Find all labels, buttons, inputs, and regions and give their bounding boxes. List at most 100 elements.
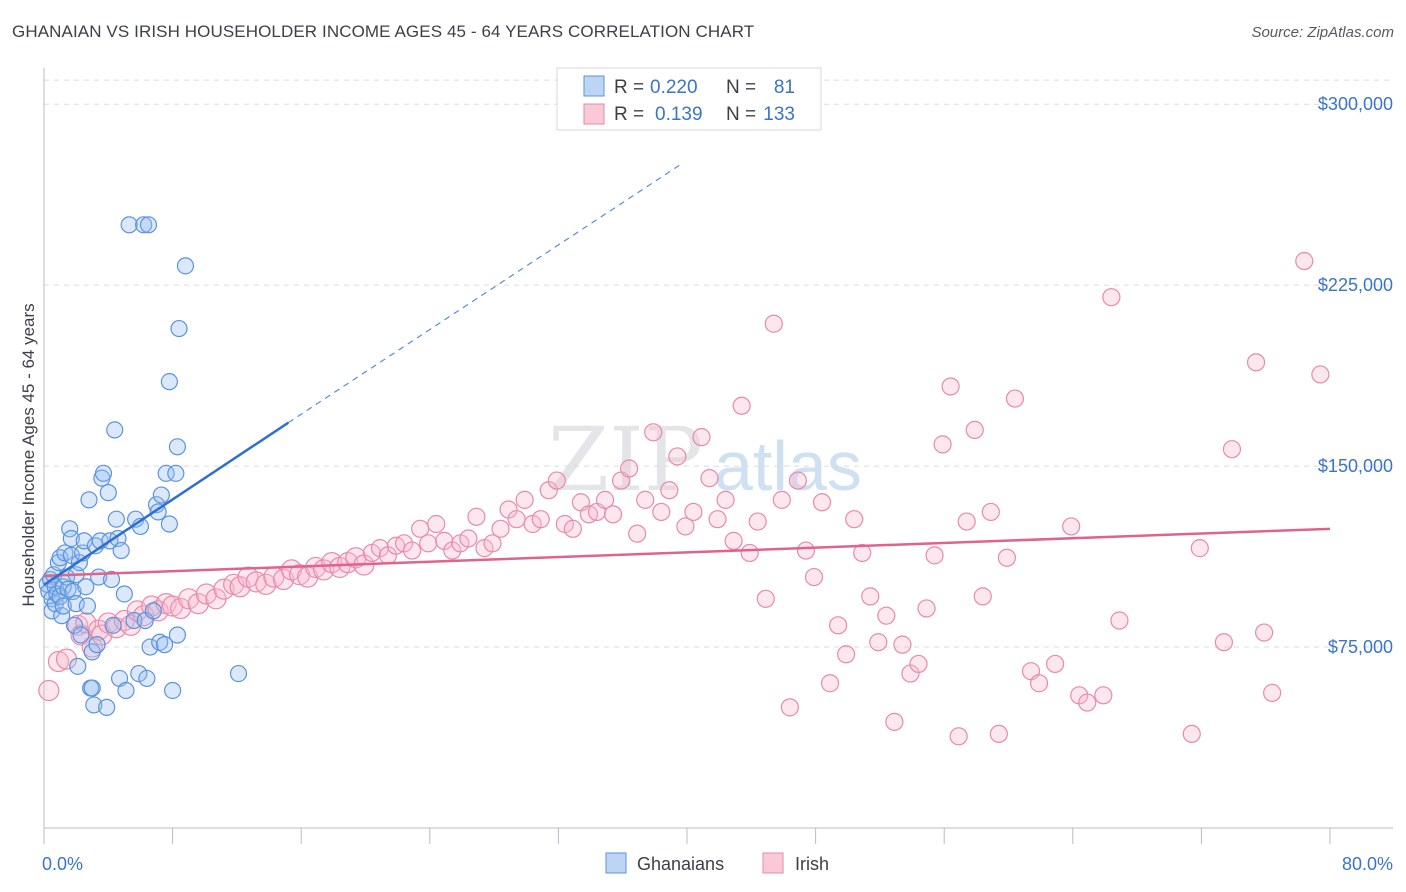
ghanaian-point [141, 638, 159, 656]
irish-point [515, 490, 534, 509]
irish-point [563, 519, 582, 538]
irish-point [1295, 251, 1314, 271]
legend-r-label-ghanaians: R = [614, 77, 644, 98]
irish-point [845, 510, 864, 529]
irish-point [345, 547, 367, 569]
axes [43, 68, 1393, 844]
ghanaian-point [65, 616, 84, 634]
irish-point [804, 567, 824, 587]
irish-point [668, 447, 687, 466]
irish-point [716, 490, 735, 509]
ghanaian-point [164, 681, 182, 700]
irish-point [989, 724, 1008, 744]
irish-point [1222, 440, 1242, 459]
irish-point [1078, 693, 1097, 712]
irish-point [885, 712, 904, 731]
irish-point [812, 493, 832, 512]
ghanaian-point [54, 597, 72, 615]
ghanaian-point [104, 616, 122, 634]
irish-point [820, 674, 840, 693]
irish-point [676, 517, 695, 536]
ghanaian-point [135, 216, 153, 234]
x-tick-label-max: 80.0% [1342, 854, 1393, 874]
irish-point [708, 510, 727, 529]
ghanaian-point [107, 510, 125, 528]
legend-n-value-irish: 133 [763, 104, 795, 125]
irish-point [861, 587, 880, 606]
bottom-legend-swatch-ghanaians [605, 852, 627, 874]
irish-point [764, 314, 783, 333]
irish-point [917, 599, 936, 618]
x-tick-label-min: 0.0% [42, 854, 83, 874]
irish-point [47, 650, 70, 673]
series-legend: Ghanaians Irish [605, 852, 829, 874]
irish-point [829, 616, 848, 635]
gridlines [44, 79, 1393, 648]
ghanaian-point [85, 696, 103, 714]
ghanaian-point [152, 486, 170, 504]
bottom-legend-swatch-irish [762, 852, 784, 874]
irish-point [724, 531, 743, 550]
irish-point [1190, 539, 1209, 558]
irish-point [459, 529, 478, 548]
legend-swatch-irish [583, 103, 605, 125]
ghanaian-point [88, 636, 106, 654]
irish-point [55, 648, 78, 670]
irish-point [869, 633, 888, 652]
irish-point [981, 502, 1000, 522]
irish-point [507, 510, 526, 529]
irish-point [837, 645, 856, 664]
irish-point [756, 589, 775, 608]
irish-point [933, 435, 952, 454]
irish-point [491, 519, 510, 538]
ghanaian-point [54, 578, 72, 596]
irish-point [1102, 288, 1121, 307]
y-axis-label: Householder Income Ages 45 - 64 years [19, 303, 38, 606]
irish-point [1005, 389, 1025, 408]
ghanaian-point [170, 319, 188, 338]
ghanaian-point [77, 578, 95, 596]
y-tick-label: $150,000 [1318, 456, 1393, 476]
legend-r-value-irish: 0.139 [655, 104, 703, 125]
irish-point [1029, 674, 1049, 693]
chart-title: GHANAIAN VS IRISH HOUSEHOLDER INCOME AGE… [12, 22, 755, 41]
ghanaian-point [102, 570, 121, 589]
irish-point [1263, 683, 1282, 702]
irish-point [748, 512, 767, 531]
irish-point [178, 588, 200, 610]
ghanaian-point [62, 529, 80, 548]
y-tick-label: $75,000 [1328, 637, 1393, 657]
y-tick-labels: $75,000 $150,000 $225,000 $300,000 [1318, 94, 1393, 657]
ghanaian-point [149, 503, 167, 521]
legend-swatch-ghanaians [583, 75, 605, 97]
legend-n-label-irish: N = [726, 104, 756, 125]
irish-point [213, 578, 235, 600]
irish-point [531, 510, 550, 529]
ghanaian-point [72, 626, 90, 644]
irish-point [595, 490, 615, 509]
ghanaian-trend-line [43, 421, 290, 586]
irish-point [1182, 724, 1201, 744]
ghanaian-point [83, 679, 101, 697]
irish-point [780, 698, 799, 717]
ghanaian-point [167, 464, 185, 482]
ghanaian-point [168, 626, 187, 644]
irish-point [965, 420, 984, 440]
ghanaian-point [151, 633, 169, 651]
irish-point [788, 471, 808, 490]
irish-point [684, 502, 703, 522]
y-tick-label: $225,000 [1318, 275, 1393, 295]
irish-point [483, 534, 502, 553]
irish-point [644, 423, 663, 442]
legend-r-label-irish: R = [614, 104, 644, 125]
ghanaian-points [38, 216, 248, 716]
irish-point [796, 541, 816, 560]
chart-source: Source: ZipAtlas.com [1251, 24, 1394, 41]
ghanaian-point [78, 597, 97, 615]
ghanaian-point [229, 664, 248, 683]
irish-point [853, 543, 872, 563]
ghanaian-point [94, 464, 113, 482]
legend-n-value-ghanaians: 81 [774, 77, 795, 98]
ghanaian-point [139, 216, 158, 234]
